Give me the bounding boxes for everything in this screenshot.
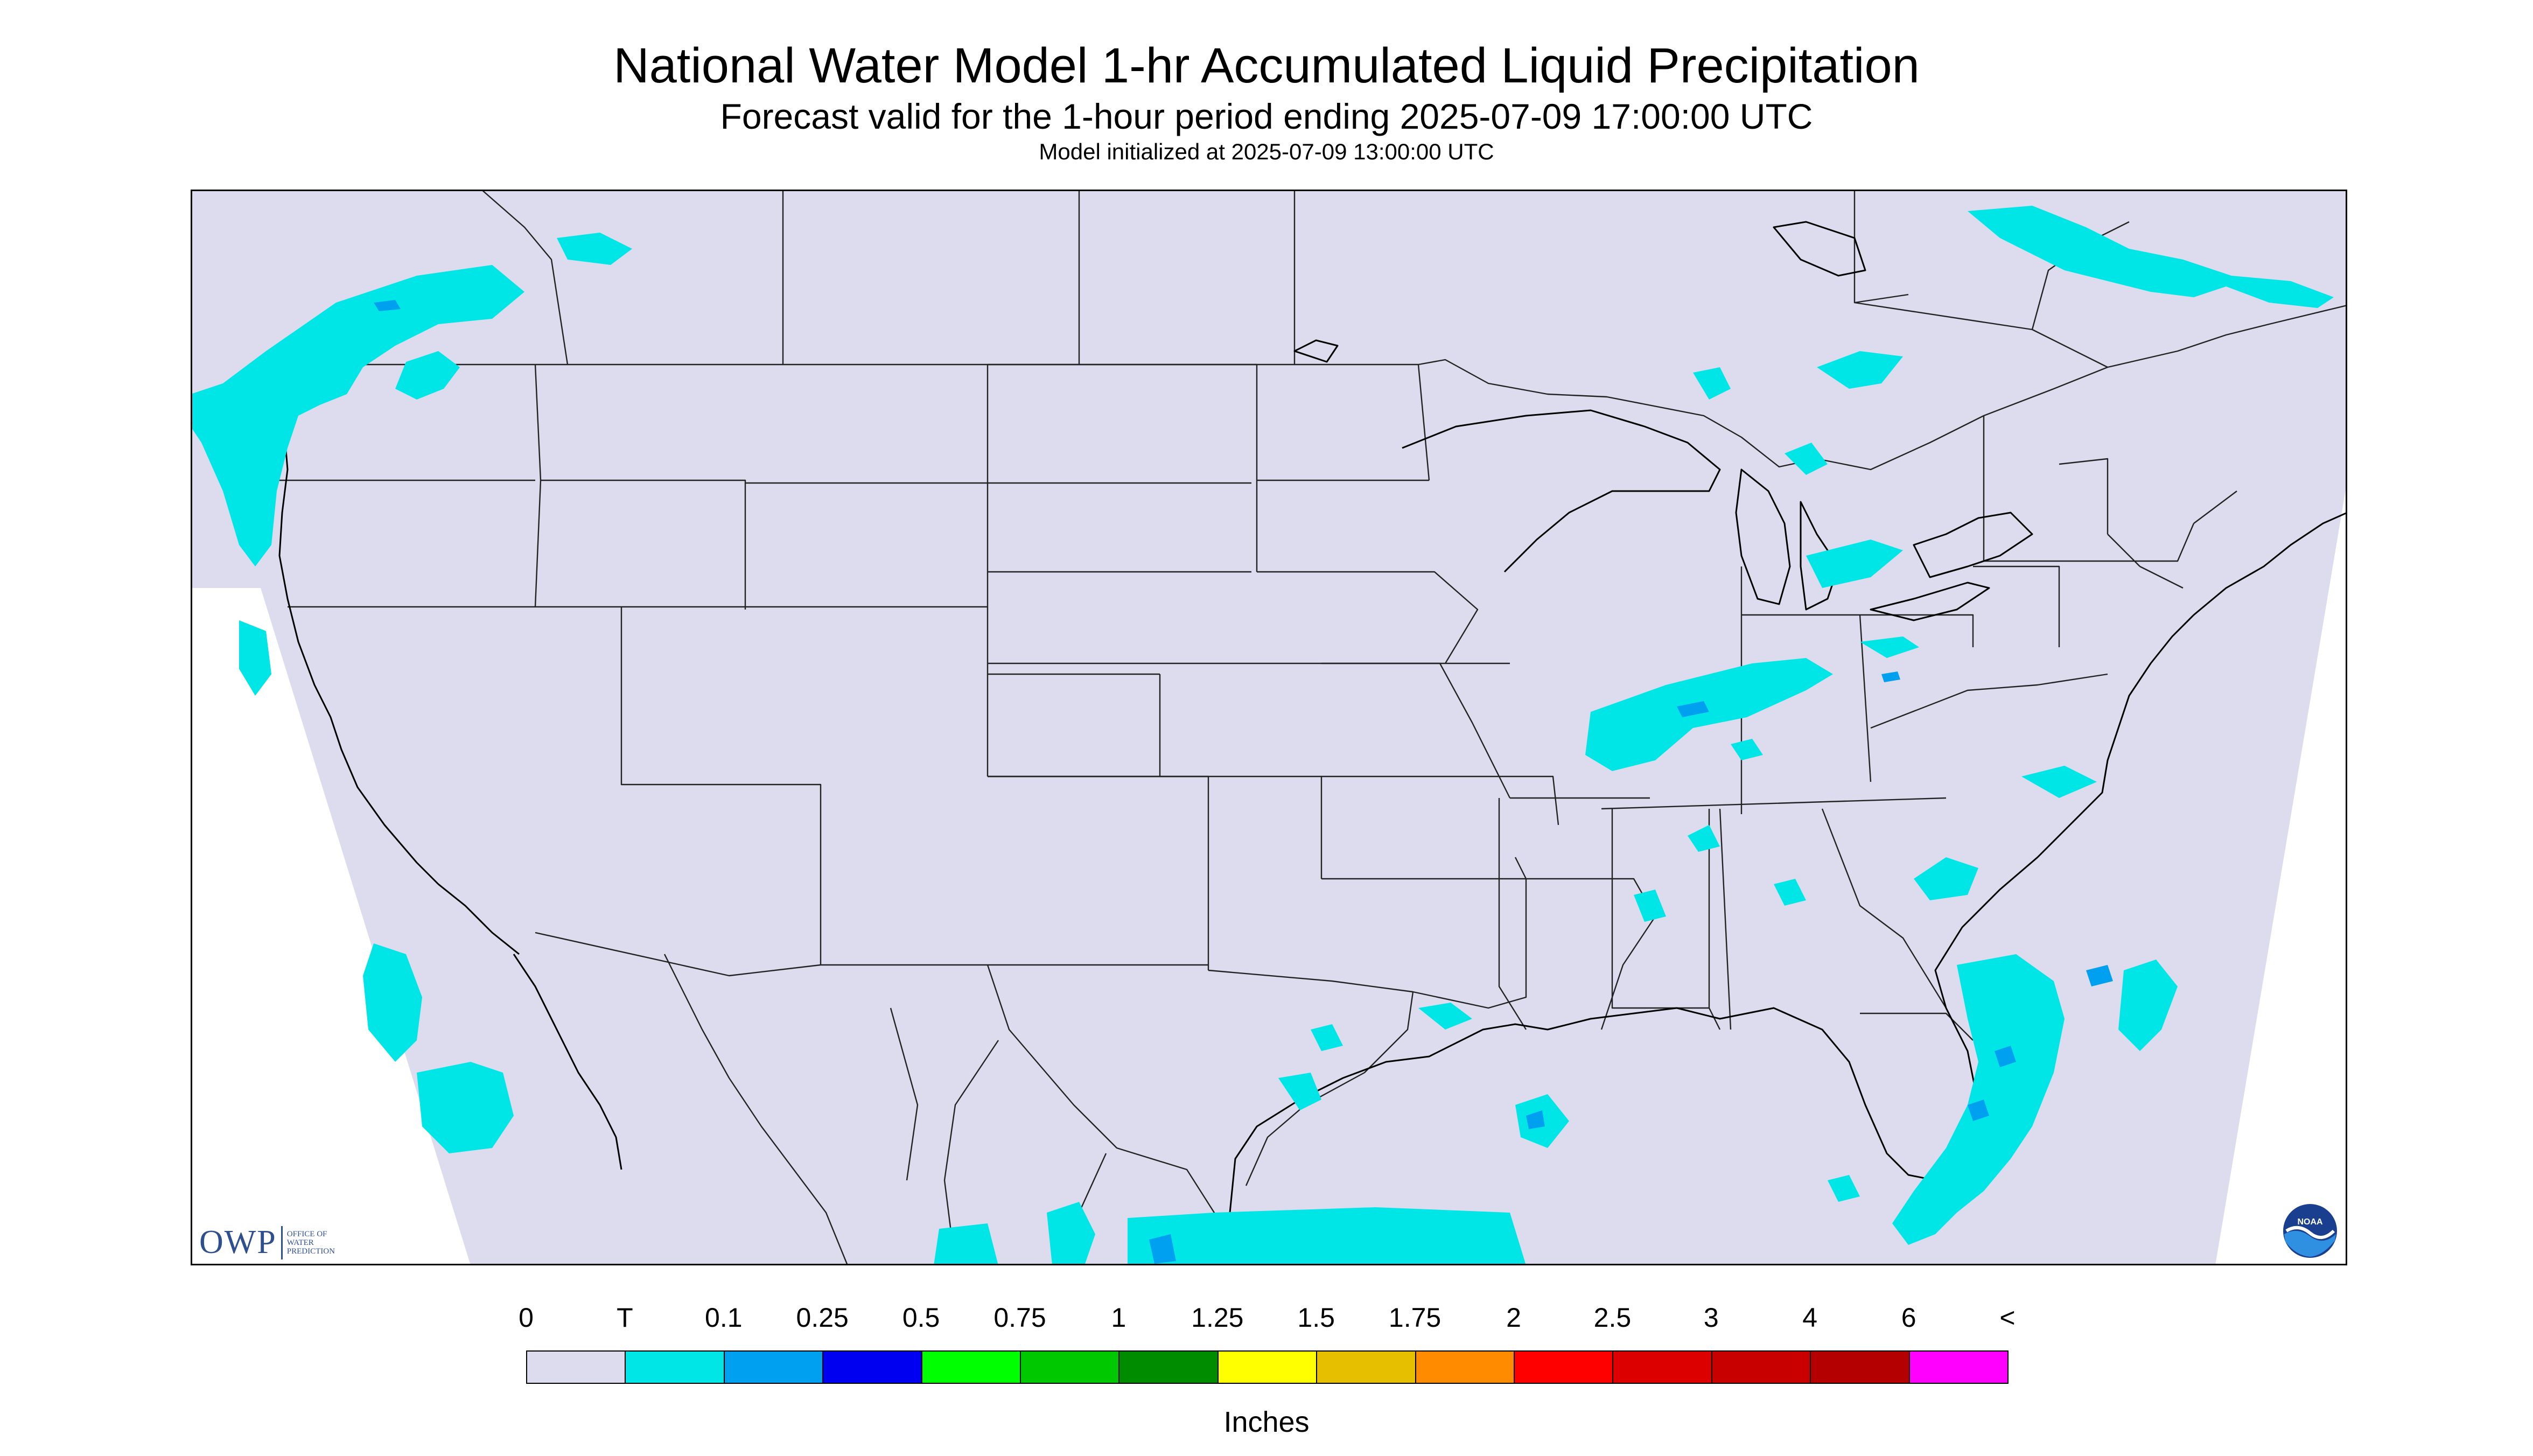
map-frame: [191, 190, 2347, 1265]
legend-label: 1.25: [1191, 1303, 1244, 1333]
legend-label: 0.25: [796, 1303, 849, 1333]
map-title: National Water Model 1-hr Accumulated Li…: [613, 38, 1920, 93]
legend-swatch: [1118, 1350, 1219, 1384]
owp-logo-text: OFFICE OF WATER PREDICTION: [287, 1230, 335, 1256]
legend-label: 1.5: [1297, 1303, 1335, 1333]
model-init-time: Model initialized at 2025-07-09 13:00:00…: [1039, 139, 1494, 164]
legend-label: 6: [1901, 1303, 1916, 1333]
legend-swatch: [526, 1350, 626, 1384]
noaa-logo-text: NOAA: [2297, 1217, 2323, 1227]
legend-swatch: [1316, 1350, 1416, 1384]
precip-trace: [191, 206, 2334, 1265]
forecast-period: Forecast valid for the 1-hour period end…: [720, 96, 1813, 136]
legend-swatch: [625, 1350, 725, 1384]
coastlines: [276, 221, 2347, 1265]
legend-label: 2: [1506, 1303, 1521, 1333]
legend-label: 2.5: [1593, 1303, 1632, 1333]
legend-swatch: [1415, 1350, 1515, 1384]
owp-logo-line: WATER: [286, 1238, 314, 1247]
legend-swatch: [1711, 1350, 1811, 1384]
legend-label: 0.5: [902, 1303, 940, 1333]
legend-label: 3: [1703, 1303, 1719, 1333]
legend-label: 0: [519, 1303, 534, 1333]
noaa-logo: NOAA: [2283, 1204, 2337, 1258]
owp-logo-line: PREDICTION: [286, 1247, 335, 1256]
legend-swatch: [1020, 1350, 1120, 1384]
precipitation-map: [191, 190, 2347, 1265]
legend-label: <: [1999, 1303, 2016, 1333]
owp-logo: OWP OFFICE OF WATER PREDICTION: [199, 1223, 335, 1262]
legend-swatch: [921, 1350, 1021, 1384]
legend-swatch: [822, 1350, 922, 1384]
owp-logo-divider: [281, 1226, 283, 1259]
owp-logo-mark: OWP: [199, 1224, 277, 1261]
legend-swatch: [1908, 1350, 2009, 1384]
legend-swatch: [723, 1350, 824, 1384]
legend-swatch: [1612, 1350, 1712, 1384]
legend-swatch: [1810, 1350, 1910, 1384]
legend-label: 4: [1802, 1303, 1818, 1333]
legend-label: 0.1: [705, 1303, 743, 1333]
legend-swatch: [1217, 1350, 1318, 1384]
legend-label: 1.75: [1388, 1303, 1442, 1333]
legend-units: Inches: [1223, 1406, 1310, 1438]
legend-label: T: [617, 1303, 633, 1333]
state-boundaries: [271, 190, 2347, 1265]
owp-logo-line: OFFICE OF: [286, 1229, 327, 1238]
legend-swatch: [1514, 1350, 1614, 1384]
precip-color-legend: [0, 1350, 2533, 1385]
precip-light: [374, 300, 2113, 1264]
legend-labels: 0 T 0.1 0.25 0.5 0.75 1 1.25 1.5 1.75 2 2.5 3 4 6 <: [0, 1302, 2533, 1340]
legend-label: 0.75: [993, 1303, 1046, 1333]
legend-label: 1: [1111, 1303, 1126, 1333]
